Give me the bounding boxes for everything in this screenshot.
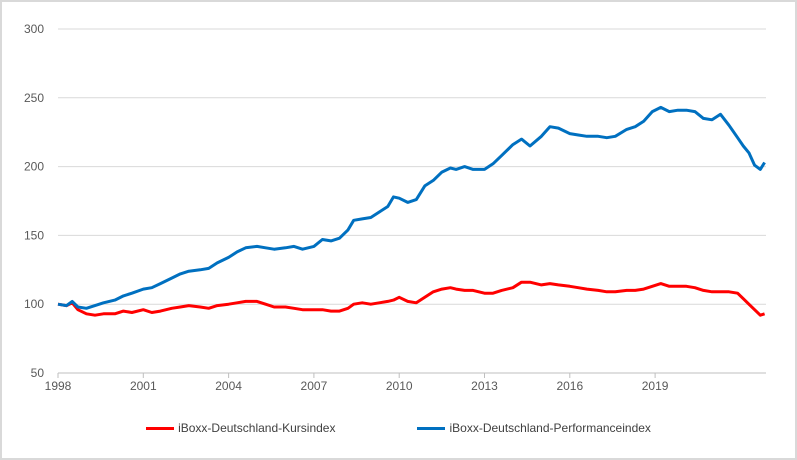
x-tick-label: 1998 [45, 379, 72, 393]
x-tick-label: 2019 [642, 379, 669, 393]
y-axis-tick-labels: 50 100 150 200 250 300 [24, 22, 44, 380]
x-axis-tick-labels: 1998 2001 2004 2007 2010 2013 2016 2019 [45, 373, 669, 393]
y-tick-label: 150 [24, 228, 44, 242]
legend-item-kursindex: iBoxx-Deutschland-Kursindex [146, 421, 335, 435]
y-tick-label: 50 [31, 366, 45, 380]
series-line-kursindex [57, 280, 766, 317]
y-tick-label: 200 [24, 160, 44, 174]
gridlines [58, 28, 766, 305]
x-tick-label: 2013 [471, 379, 498, 393]
y-tick-label: 300 [24, 22, 44, 36]
legend-label-performanceindex: iBoxx-Deutschland-Performanceindex [449, 421, 651, 435]
x-tick-label: 2010 [386, 379, 413, 393]
y-tick-label: 100 [24, 297, 44, 311]
series-lines [57, 105, 766, 317]
legend-item-performanceindex: iBoxx-Deutschland-Performanceindex [417, 421, 651, 435]
x-tick-label: 2016 [556, 379, 583, 393]
series-line-performanceindex [57, 105, 766, 310]
x-tick-label: 2004 [215, 379, 242, 393]
y-tick-label: 250 [24, 91, 44, 105]
x-tick-label: 2001 [130, 379, 157, 393]
legend-label-kursindex: iBoxx-Deutschland-Kursindex [178, 421, 336, 435]
legend-swatch-blue [417, 426, 446, 430]
x-tick-label: 2007 [301, 379, 328, 393]
legend: iBoxx-Deutschland-Kursindex iBoxx-Deutsc… [0, 421, 797, 435]
legend-swatch-red [146, 426, 175, 430]
